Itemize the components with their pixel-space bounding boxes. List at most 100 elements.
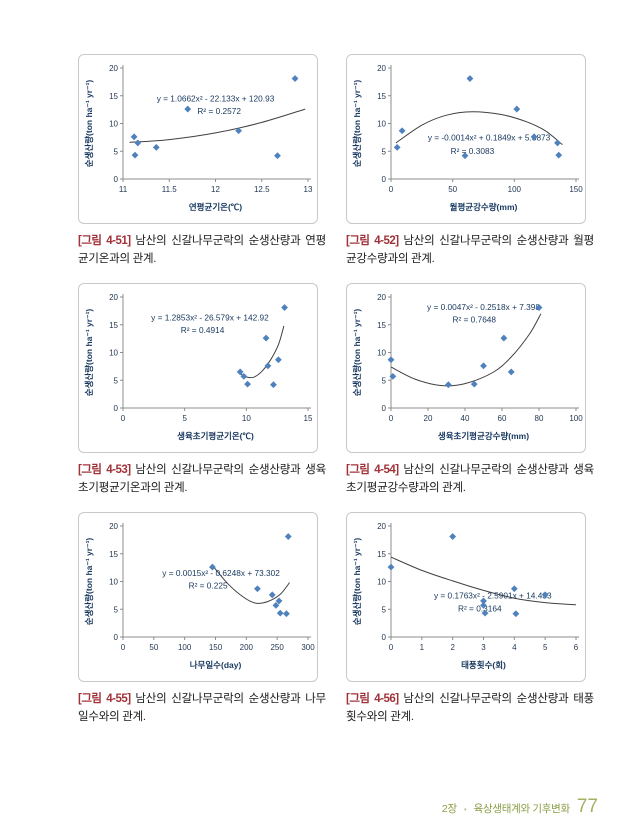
svg-text:20: 20 (424, 414, 433, 423)
figure-4-53: 0 5 10 15 0 5 10 15 20 생육초기평균기온(℃) 순생산량(ton ha⁻¹ y… (78, 282, 326, 498)
svg-text:20: 20 (109, 293, 118, 302)
svg-text:15: 15 (304, 414, 313, 423)
svg-text:태풍횟수(회): 태풍횟수(회) (461, 660, 506, 670)
svg-text:2: 2 (450, 643, 455, 652)
chart-4-51-box: 11 11.5 12 12.5 13 0 5 10 15 20 연평균기온(℃) 순생산량(ton h… (78, 54, 318, 224)
svg-text:R² = 0.3083: R² = 0.3083 (451, 146, 495, 156)
svg-text:1: 1 (420, 643, 425, 652)
svg-text:80: 80 (535, 414, 544, 423)
svg-text:y = -0.0014x² + 0.1849x + 5.88: y = -0.0014x² + 0.1849x + 5.8873 (428, 133, 551, 143)
svg-text:생육초기평균기온(℃): 생육초기평균기온(℃) (177, 431, 254, 441)
svg-text:순생산량(ton ha⁻¹ yr⁻¹): 순생산량(ton ha⁻¹ yr⁻¹) (352, 308, 362, 396)
svg-text:0: 0 (121, 414, 126, 423)
svg-text:월평균강수량(mm): 월평균강수량(mm) (450, 202, 518, 212)
caption-4-51: [그림 4-51] 남산의 신갈나무군락의 순생산량과 연평균기온과의 관계. (78, 232, 326, 269)
caption-text: 남산의 신갈나무군락의 순생산량과 생육초기평균기온과의 관계. (78, 463, 326, 495)
caption-4-54: [그림 4-54] 남산의 신갈나무군락의 순생산량과 생육초기평균강수량과의 … (346, 461, 594, 498)
svg-text:100: 100 (508, 185, 522, 194)
svg-text:15: 15 (109, 321, 118, 330)
svg-text:y = 0.0015x² - 0.6248x + 73.30: y = 0.0015x² - 0.6248x + 73.302 (162, 568, 280, 578)
svg-text:R² = 0.4914: R² = 0.4914 (181, 325, 225, 335)
chart-4-53-scatter: 0 5 10 15 0 5 10 15 20 생육초기평균기온(℃) 순생산량(ton ha⁻¹ y… (84, 293, 313, 441)
svg-text:5: 5 (114, 376, 119, 385)
svg-text:4: 4 (512, 643, 517, 652)
svg-text:50: 50 (448, 185, 457, 194)
svg-text:R² = 0.7648: R² = 0.7648 (452, 314, 496, 324)
svg-text:0: 0 (389, 414, 394, 423)
svg-text:11: 11 (119, 185, 128, 194)
svg-text:0: 0 (121, 643, 126, 652)
svg-text:20: 20 (377, 293, 386, 302)
caption-4-56: [그림 4-56] 남산의 신갈나무군락의 순생산량과 태풍횟수와의 관계. (346, 690, 594, 727)
svg-text:5: 5 (114, 605, 119, 614)
svg-text:13: 13 (304, 185, 313, 194)
figure-number-label: [그림 4-53] (78, 463, 131, 476)
svg-text:0: 0 (382, 633, 387, 642)
caption-text: 남산의 신갈나무군락의 순생산량과 나무일수와의 관계. (78, 692, 326, 723)
svg-text:y = 0.1763x² - 2.5901x + 14.43: y = 0.1763x² - 2.5901x + 14.433 (434, 590, 552, 600)
svg-text:나무일수(day): 나무일수(day) (190, 660, 242, 670)
svg-text:10: 10 (109, 120, 118, 129)
svg-text:20: 20 (377, 522, 386, 531)
svg-text:300: 300 (301, 643, 315, 652)
svg-text:연평균기온(℃): 연평균기온(℃) (189, 202, 242, 212)
figure-number-label: [그림 4-54] (346, 463, 399, 476)
svg-text:0: 0 (114, 175, 119, 184)
footer-bullet-icon: • (463, 805, 467, 814)
svg-text:40: 40 (461, 414, 470, 423)
svg-text:15: 15 (377, 321, 386, 330)
svg-text:10: 10 (109, 348, 118, 357)
svg-text:15: 15 (109, 92, 118, 101)
svg-text:5: 5 (182, 414, 187, 423)
svg-text:5: 5 (382, 605, 387, 614)
svg-text:10: 10 (109, 577, 118, 586)
caption-4-55: [그림 4-55] 남산의 신갈나무군락의 순생산량과 나무일수와의 관계. (78, 690, 326, 727)
svg-text:R² = 0.2572: R² = 0.2572 (197, 106, 241, 116)
chart-4-51-scatter: 11 11.5 12 12.5 13 0 5 10 15 20 연평균기온(℃) 순생산량(ton h… (84, 64, 313, 212)
svg-text:0: 0 (382, 175, 387, 184)
caption-text: 남산의 신갈나무군락의 순생산량과 생육초기평균강수량과의 관계. (346, 463, 594, 495)
svg-text:6: 6 (574, 643, 579, 652)
svg-text:y = 1.0662x² - 22.133x + 120.9: y = 1.0662x² - 22.133x + 120.93 (157, 93, 275, 103)
caption-text: 남산의 신갈나무군락의 순생산량과 월평균강수량과의 관계. (346, 235, 594, 266)
figure-4-54: 0 20 40 60 80 100 0 5 10 15 20 생육초기평균강수량(mm) 순생산량(to… (346, 282, 594, 498)
figure-4-52: 0 50 100 150 0 5 10 15 20 월평균강수량(mm) 순생산량(ton ha⁻¹… (346, 54, 594, 269)
chart-4-52-scatter: 0 50 100 150 0 5 10 15 20 월평균강수량(mm) 순생산량(ton ha⁻¹… (352, 64, 583, 212)
svg-text:12: 12 (211, 185, 220, 194)
svg-text:15: 15 (377, 549, 386, 558)
svg-text:10: 10 (377, 348, 386, 357)
figure-number-label: [그림 4-52] (346, 235, 399, 247)
svg-text:150: 150 (209, 643, 223, 652)
svg-text:50: 50 (149, 643, 158, 652)
svg-text:생육초기평균강수량(mm): 생육초기평균강수량(mm) (438, 431, 529, 441)
svg-text:0: 0 (382, 404, 387, 413)
svg-text:5: 5 (543, 643, 548, 652)
svg-text:250: 250 (270, 643, 284, 652)
footer-section-title: 육상생태계와 기후변화 (473, 803, 571, 815)
chart-4-52-box: 0 50 100 150 0 5 10 15 20 월평균강수량(mm) 순생산량(ton ha⁻¹… (346, 54, 586, 224)
svg-text:R² = 0.3164: R² = 0.3164 (458, 603, 502, 613)
chart-4-56-box: 0 1 2 3 4 5 6 0 5 10 15 20 태풍횟수(회) 순생산량(ton ha⁻¹ yr⁻¹… (346, 511, 586, 682)
svg-text:12.5: 12.5 (254, 185, 270, 194)
figure-4-55: 0 50 100 150 200 250 300 0 5 10 15 20 나무일수(day) 순생산량(… (78, 511, 326, 727)
page-number: 77 (576, 796, 598, 817)
svg-text:5: 5 (114, 147, 119, 156)
svg-text:순생산량(ton ha⁻¹ yr⁻¹): 순생산량(ton ha⁻¹ yr⁻¹) (352, 80, 362, 168)
svg-text:0: 0 (389, 185, 394, 194)
svg-text:순생산량(ton ha⁻¹ yr⁻¹): 순생산량(ton ha⁻¹ yr⁻¹) (352, 537, 362, 625)
svg-text:100: 100 (569, 414, 583, 423)
svg-text:3: 3 (481, 643, 486, 652)
figure-number-label: [그림 4-51] (78, 235, 131, 247)
svg-text:15: 15 (109, 549, 118, 558)
chart-4-54-box: 0 20 40 60 80 100 0 5 10 15 20 생육초기평균강수량(mm) 순생산량(to… (346, 282, 586, 453)
svg-text:0: 0 (389, 643, 394, 652)
svg-text:순생산량(ton ha⁻¹ yr⁻¹): 순생산량(ton ha⁻¹ yr⁻¹) (84, 537, 94, 625)
svg-text:y = 1.2853x² - 26.579x + 142.9: y = 1.2853x² - 26.579x + 142.92 (151, 312, 269, 322)
caption-text: 남산의 신갈나무군락의 순생산량과 태풍횟수와의 관계. (346, 692, 594, 723)
svg-text:10: 10 (377, 120, 386, 129)
figure-number-label: [그림 4-56] (346, 692, 399, 705)
svg-text:15: 15 (377, 92, 386, 101)
page-footer: 2장 • 육상생태계와 기후변화 77 (442, 796, 598, 818)
svg-text:5: 5 (382, 376, 387, 385)
